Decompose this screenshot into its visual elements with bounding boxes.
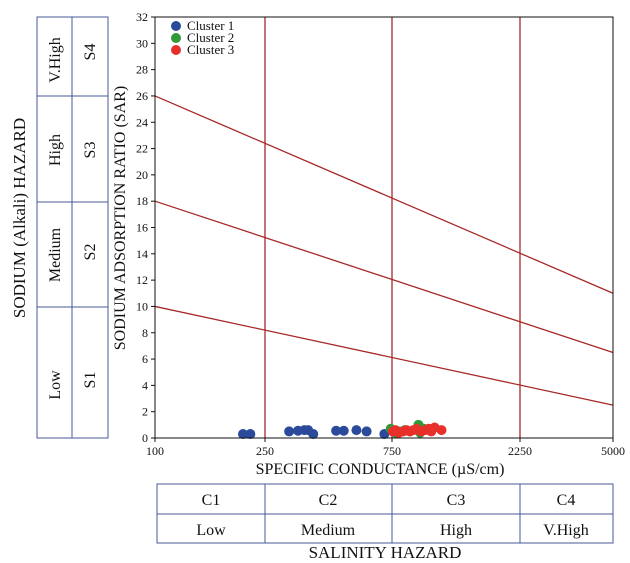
x-tick-label: 2250: [508, 444, 532, 458]
salinity-code-c3: C3: [447, 492, 466, 509]
salinity-level-vhigh: V.High: [543, 522, 589, 539]
sodium-level-medium: Medium: [47, 227, 64, 282]
y-tick-label: 18: [136, 194, 148, 208]
hazard-boundary-line: [155, 306, 613, 405]
region-lines: [265, 17, 520, 438]
sodium-level-high: High: [47, 134, 64, 166]
legend-marker: [171, 21, 181, 31]
salinity-level-low: Low: [196, 522, 226, 539]
salinity-hazard-table: C1 C2 C3 C4 Low Medium High V.High: [157, 484, 613, 543]
y-tick-label: 0: [142, 431, 148, 445]
y-tick-label: 4: [142, 378, 148, 392]
data-point: [284, 426, 294, 436]
y-tick-label: 10: [136, 299, 148, 313]
sodium-code-s1: S1: [82, 372, 99, 389]
y-tick-label: 22: [136, 142, 148, 156]
y-axis-title: SODIUM ADSORPTION RATIO (SAR): [112, 86, 129, 350]
plot-frame: [155, 17, 613, 438]
y-tick-label: 30: [136, 36, 148, 50]
salinity-code-c2: C2: [319, 492, 338, 509]
sodium-level-low: Low: [47, 370, 64, 400]
data-point: [339, 426, 349, 436]
sodium-code-s4: S4: [82, 44, 99, 61]
salinity-level-medium: Medium: [301, 522, 356, 539]
y-tick-label: 24: [136, 115, 148, 129]
sodium-level-vhigh: V.High: [47, 37, 64, 83]
hazard-boundary-line: [155, 201, 613, 352]
sodium-code-s3: S3: [82, 142, 99, 159]
x-axis-ticks: 100 250 750 2250 5000: [146, 438, 625, 458]
hazard-lines: [155, 96, 613, 405]
y-tick-label: 20: [136, 168, 148, 182]
y-tick-label: 12: [136, 273, 148, 287]
x-tick-label: 100: [146, 444, 164, 458]
sodium-hazard-table: V.High S4 High S3 Medium S2 Low S1: [37, 17, 108, 438]
sodium-code-s2: S2: [82, 244, 99, 261]
salinity-hazard-title: SALINITY HAZARD: [309, 543, 462, 562]
y-tick-label: 2: [142, 405, 148, 419]
y-tick-label: 28: [136, 63, 148, 77]
data-point: [351, 425, 361, 435]
salinity-level-high: High: [440, 522, 472, 539]
legend-label: Cluster 3: [187, 42, 234, 57]
data-point: [362, 426, 372, 436]
y-tick-label: 26: [136, 89, 148, 103]
x-tick-label: 250: [256, 444, 274, 458]
hazard-boundary-line: [155, 96, 613, 293]
y-tick-label: 8: [142, 326, 148, 340]
data-points: [238, 420, 446, 439]
salinity-code-c4: C4: [557, 492, 576, 509]
x-tick-label: 750: [383, 444, 401, 458]
salinity-code-c1: C1: [202, 492, 221, 509]
legend-marker: [171, 33, 181, 43]
sodium-hazard-title: SODIUM (Alkali) HAZARD: [10, 118, 29, 318]
y-tick-label: 14: [136, 247, 148, 261]
x-axis-title: SPECIFIC CONDUCTANCE (µS/cm): [256, 461, 505, 478]
legend-marker: [171, 45, 181, 55]
data-point: [436, 425, 446, 435]
y-tick-label: 6: [142, 352, 148, 366]
y-tick-label: 16: [136, 221, 148, 235]
y-tick-label: 32: [136, 10, 148, 24]
x-tick-label: 5000: [601, 444, 625, 458]
